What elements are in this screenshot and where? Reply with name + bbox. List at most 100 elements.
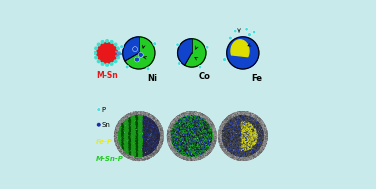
- Point: [263, 140, 269, 143]
- Point: [229, 154, 235, 157]
- Point: [177, 123, 183, 126]
- Point: [188, 156, 194, 159]
- Point: [256, 117, 262, 120]
- Point: [143, 128, 149, 131]
- Point: [114, 125, 120, 128]
- Point: [123, 115, 129, 118]
- Point: [125, 145, 131, 148]
- Point: [160, 133, 166, 136]
- Point: [190, 147, 196, 150]
- Point: [180, 145, 186, 148]
- Point: [184, 133, 190, 136]
- Point: [226, 153, 232, 156]
- Point: [261, 123, 267, 126]
- Point: [176, 117, 182, 120]
- Point: [256, 138, 262, 141]
- Point: [191, 131, 197, 134]
- Point: [191, 152, 197, 155]
- Point: [203, 130, 209, 133]
- Point: [250, 115, 256, 118]
- Point: [150, 123, 156, 126]
- Point: [129, 155, 135, 158]
- Point: [223, 133, 229, 136]
- Point: [252, 117, 258, 120]
- Point: [157, 142, 163, 145]
- Point: [238, 158, 244, 161]
- Point: [139, 123, 146, 126]
- Point: [212, 138, 218, 141]
- Point: [125, 156, 131, 159]
- Point: [195, 135, 201, 138]
- Point: [151, 122, 157, 125]
- Point: [229, 129, 235, 132]
- Point: [238, 148, 244, 151]
- Point: [242, 141, 248, 144]
- Point: [147, 152, 153, 155]
- Point: [238, 157, 244, 160]
- Point: [237, 128, 243, 131]
- Point: [227, 152, 233, 155]
- Point: [201, 153, 207, 156]
- Point: [193, 111, 199, 114]
- Point: [208, 138, 214, 141]
- Point: [203, 127, 209, 130]
- Point: [228, 155, 234, 158]
- Point: [252, 127, 258, 130]
- Point: [120, 150, 126, 153]
- Point: [114, 144, 120, 147]
- Point: [191, 156, 197, 160]
- Point: [191, 128, 197, 131]
- Point: [127, 127, 133, 130]
- Point: [231, 155, 237, 158]
- Point: [200, 121, 206, 124]
- Point: [188, 148, 194, 151]
- Point: [174, 151, 180, 154]
- Point: [132, 148, 138, 151]
- Point: [176, 117, 182, 120]
- Point: [139, 125, 146, 128]
- Point: [233, 132, 239, 135]
- Point: [156, 121, 162, 124]
- Point: [252, 145, 258, 148]
- Point: [231, 116, 237, 119]
- Point: [151, 144, 157, 147]
- Point: [188, 144, 194, 147]
- Point: [134, 113, 140, 116]
- Point: [220, 148, 226, 151]
- Point: [135, 159, 141, 162]
- Point: [260, 126, 266, 129]
- Point: [159, 136, 165, 139]
- Point: [127, 139, 133, 142]
- Point: [174, 120, 180, 123]
- Point: [212, 141, 218, 144]
- Point: [204, 152, 210, 155]
- Point: [212, 134, 218, 137]
- Point: [117, 136, 123, 139]
- Point: [171, 136, 177, 139]
- Point: [191, 158, 197, 161]
- Point: [174, 145, 180, 148]
- Point: [193, 123, 199, 126]
- Point: [173, 143, 179, 146]
- Point: [168, 145, 174, 148]
- Point: [200, 156, 206, 159]
- Point: [223, 121, 229, 124]
- Point: [206, 131, 212, 134]
- Point: [125, 137, 131, 140]
- Point: [237, 156, 243, 159]
- Point: [256, 137, 262, 140]
- Point: [121, 127, 127, 130]
- Point: [228, 118, 234, 121]
- Point: [170, 126, 176, 129]
- Point: [221, 120, 227, 123]
- Point: [179, 145, 185, 148]
- Point: [253, 145, 259, 148]
- Point: [241, 110, 247, 113]
- Point: [246, 157, 252, 160]
- Point: [170, 123, 176, 126]
- Point: [257, 128, 263, 131]
- Point: [208, 127, 214, 130]
- Point: [117, 135, 123, 138]
- Point: [132, 117, 138, 120]
- Point: [153, 151, 159, 154]
